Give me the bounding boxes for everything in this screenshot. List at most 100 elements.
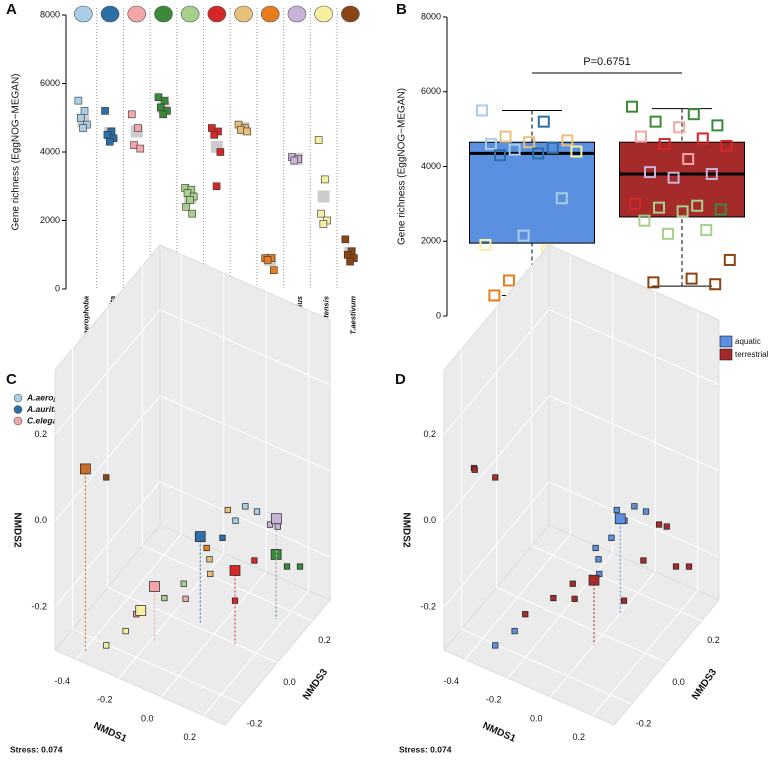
legend-label: C.elegans <box>27 415 67 425</box>
point <box>503 274 515 287</box>
point <box>629 197 642 210</box>
grid-line <box>142 545 313 622</box>
point <box>635 130 647 143</box>
legend-label: A.aerophoba <box>26 392 79 402</box>
point <box>569 580 576 587</box>
point <box>105 137 114 146</box>
y-tick-label: 8000 <box>421 11 441 21</box>
y-axis-label: Gene richness (EggNOG−MEGAN) <box>397 88 408 245</box>
point <box>653 201 665 214</box>
point <box>216 148 225 156</box>
point <box>321 175 329 184</box>
point <box>101 107 109 115</box>
point <box>537 115 550 128</box>
centroid <box>80 463 91 475</box>
grid-line <box>548 309 720 386</box>
point <box>232 517 239 524</box>
point <box>517 229 530 242</box>
y-tick-label: 8000 <box>40 9 60 19</box>
point <box>642 508 650 515</box>
point <box>662 227 674 240</box>
centroid <box>229 565 241 576</box>
point <box>296 563 304 570</box>
p-value: P=0.6751 <box>583 56 630 68</box>
point <box>720 139 733 152</box>
point <box>667 171 680 184</box>
point <box>561 134 574 147</box>
z-tick-label: 0.2 <box>707 635 720 645</box>
point <box>644 166 656 179</box>
point <box>499 130 512 143</box>
point <box>523 136 536 149</box>
point <box>346 257 354 266</box>
point <box>317 209 325 218</box>
point <box>266 521 274 528</box>
point <box>219 534 226 541</box>
x-tick-label: 0.2 <box>183 732 196 742</box>
point <box>182 595 189 602</box>
y-tick-label: 4000 <box>421 161 441 171</box>
point <box>210 131 219 139</box>
centroid <box>194 531 206 542</box>
point <box>492 642 499 649</box>
y-axis-label: NMDS2 <box>11 512 22 547</box>
point <box>685 272 698 285</box>
point <box>714 203 727 216</box>
z-tick-label: -0.2 <box>247 719 263 729</box>
x-axis-label: NMDS1 <box>481 720 518 744</box>
point <box>673 121 686 134</box>
point <box>570 145 583 158</box>
point <box>243 127 251 136</box>
point <box>494 149 506 162</box>
point <box>224 506 231 514</box>
point <box>700 224 713 237</box>
point <box>269 266 278 274</box>
point <box>711 119 724 132</box>
point <box>485 138 497 151</box>
legend-swatch <box>719 335 733 348</box>
organism-icon <box>314 5 333 23</box>
point <box>319 220 328 228</box>
point <box>186 196 194 204</box>
z-tick-label: -0.2 <box>636 719 652 729</box>
point <box>682 153 695 166</box>
organism-icon <box>74 5 93 23</box>
y-tick-label: 0.2 <box>34 429 47 439</box>
point <box>207 570 214 578</box>
legend-label: terrestrial <box>735 350 769 359</box>
organism-icon <box>234 5 253 23</box>
legend-icon <box>13 416 23 426</box>
point <box>479 238 492 251</box>
panel-3d: -0.4 -0.2 0.0 0.2 -0.2 0.0 0.2 -0.2 0.0 0.2 NMDS1 N… <box>6 243 331 754</box>
panel-label: B <box>396 1 407 18</box>
stress-label: Stress: 0.074 <box>10 744 63 754</box>
point <box>180 580 187 587</box>
point <box>283 563 291 570</box>
point <box>613 506 620 514</box>
point <box>608 534 615 541</box>
point <box>74 96 83 105</box>
centroid <box>149 581 160 592</box>
centroid <box>135 605 147 616</box>
point <box>655 521 663 528</box>
point <box>263 256 272 264</box>
z-axis-label: NMDS3 <box>690 667 719 702</box>
y-tick-label: 4000 <box>40 146 60 156</box>
y-tick-label: 6000 <box>40 78 60 88</box>
panel-label: A <box>6 1 17 18</box>
point <box>314 136 323 144</box>
centroid <box>588 574 600 586</box>
point <box>80 107 89 115</box>
point <box>290 156 299 165</box>
point <box>647 276 660 289</box>
y-axis-label: Gene richness (EggNOG−MEGAN) <box>11 74 22 231</box>
panel-label: C <box>6 371 17 388</box>
organism-icon <box>341 5 360 23</box>
point <box>555 192 568 205</box>
grid-line <box>72 628 243 705</box>
x-tick-label: 0.2 <box>572 732 585 742</box>
point <box>658 138 671 151</box>
point <box>76 113 85 122</box>
point <box>103 474 110 481</box>
point <box>251 557 258 564</box>
